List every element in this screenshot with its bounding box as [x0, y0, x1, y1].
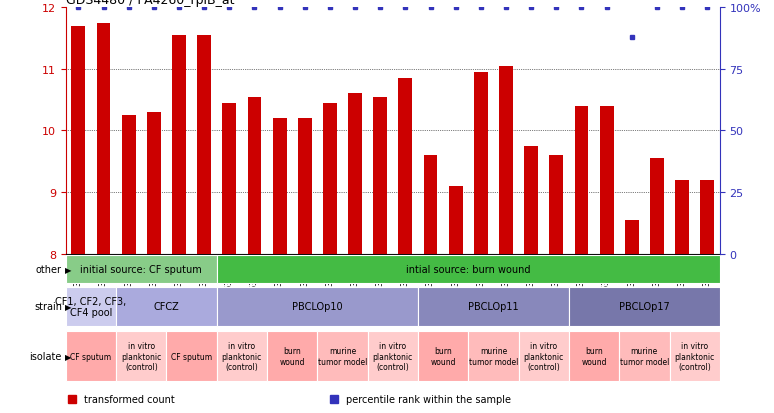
- Text: murine
tumor model: murine tumor model: [469, 347, 518, 366]
- Bar: [418, 331, 468, 381]
- Text: in vitro
planktonic
(control): in vitro planktonic (control): [121, 342, 162, 371]
- Text: ▶: ▶: [65, 265, 71, 274]
- Text: CF sputum: CF sputum: [171, 352, 212, 361]
- Text: burn
wound: burn wound: [279, 347, 305, 366]
- Text: strain: strain: [34, 301, 62, 312]
- Text: in vitro
planktonic
(control): in vitro planktonic (control): [523, 342, 564, 371]
- Bar: [197, 36, 211, 254]
- Text: percentile rank within the sample: percentile rank within the sample: [346, 394, 511, 404]
- Bar: [449, 186, 463, 254]
- Bar: [499, 66, 513, 254]
- Text: intial source: burn wound: intial source: burn wound: [406, 264, 530, 275]
- Bar: [700, 180, 714, 254]
- Bar: [423, 156, 437, 254]
- Bar: [569, 287, 720, 326]
- Bar: [66, 331, 116, 381]
- Bar: [625, 220, 639, 254]
- Bar: [574, 107, 588, 254]
- Bar: [600, 107, 614, 254]
- Bar: [675, 180, 689, 254]
- Bar: [267, 331, 317, 381]
- Text: PBCLOp11: PBCLOp11: [468, 301, 519, 312]
- Bar: [519, 331, 569, 381]
- Bar: [298, 119, 312, 254]
- Bar: [71, 27, 85, 254]
- Text: in vitro
planktonic
(control): in vitro planktonic (control): [674, 342, 715, 371]
- Text: murine
tumor model: murine tumor model: [620, 347, 669, 366]
- Bar: [248, 97, 262, 254]
- Bar: [399, 79, 413, 254]
- Bar: [670, 331, 720, 381]
- Bar: [172, 36, 186, 254]
- Bar: [222, 104, 236, 254]
- Text: CF1, CF2, CF3,
CF4 pool: CF1, CF2, CF3, CF4 pool: [55, 296, 127, 318]
- Bar: [373, 97, 387, 254]
- Text: ▶: ▶: [65, 302, 71, 311]
- Text: GDS4480 / PA4260_rplB_at: GDS4480 / PA4260_rplB_at: [66, 0, 235, 7]
- Bar: [317, 331, 368, 381]
- Bar: [122, 116, 135, 254]
- Text: PBCLOp10: PBCLOp10: [292, 301, 343, 312]
- Bar: [474, 73, 488, 254]
- Bar: [619, 331, 670, 381]
- Bar: [418, 287, 569, 326]
- Text: burn
wound: burn wound: [430, 347, 456, 366]
- Text: transformed count: transformed count: [84, 394, 175, 404]
- Bar: [650, 159, 664, 254]
- Text: ▶: ▶: [65, 352, 71, 361]
- Bar: [368, 331, 418, 381]
- Text: initial source: CF sputum: initial source: CF sputum: [80, 264, 202, 275]
- Text: CF sputum: CF sputum: [70, 352, 111, 361]
- Text: in vitro
planktonic
(control): in vitro planktonic (control): [372, 342, 413, 371]
- Text: murine
tumor model: murine tumor model: [318, 347, 367, 366]
- Bar: [569, 331, 619, 381]
- Bar: [217, 256, 720, 283]
- Text: isolate: isolate: [29, 351, 62, 361]
- Bar: [97, 24, 111, 254]
- Text: CFCZ: CFCZ: [153, 301, 180, 312]
- Text: burn
wound: burn wound: [581, 347, 607, 366]
- Bar: [524, 147, 538, 254]
- Text: in vitro
planktonic
(control): in vitro planktonic (control): [221, 342, 262, 371]
- Bar: [348, 94, 362, 254]
- Text: PBCLOp17: PBCLOp17: [619, 301, 670, 312]
- Bar: [66, 256, 217, 283]
- Text: other: other: [36, 264, 62, 275]
- Bar: [217, 331, 267, 381]
- Bar: [147, 113, 161, 254]
- Bar: [468, 331, 519, 381]
- Bar: [66, 287, 116, 326]
- Bar: [550, 156, 563, 254]
- Bar: [166, 331, 217, 381]
- Bar: [116, 287, 217, 326]
- Bar: [217, 287, 418, 326]
- Bar: [272, 119, 286, 254]
- Bar: [116, 331, 166, 381]
- Bar: [323, 104, 337, 254]
